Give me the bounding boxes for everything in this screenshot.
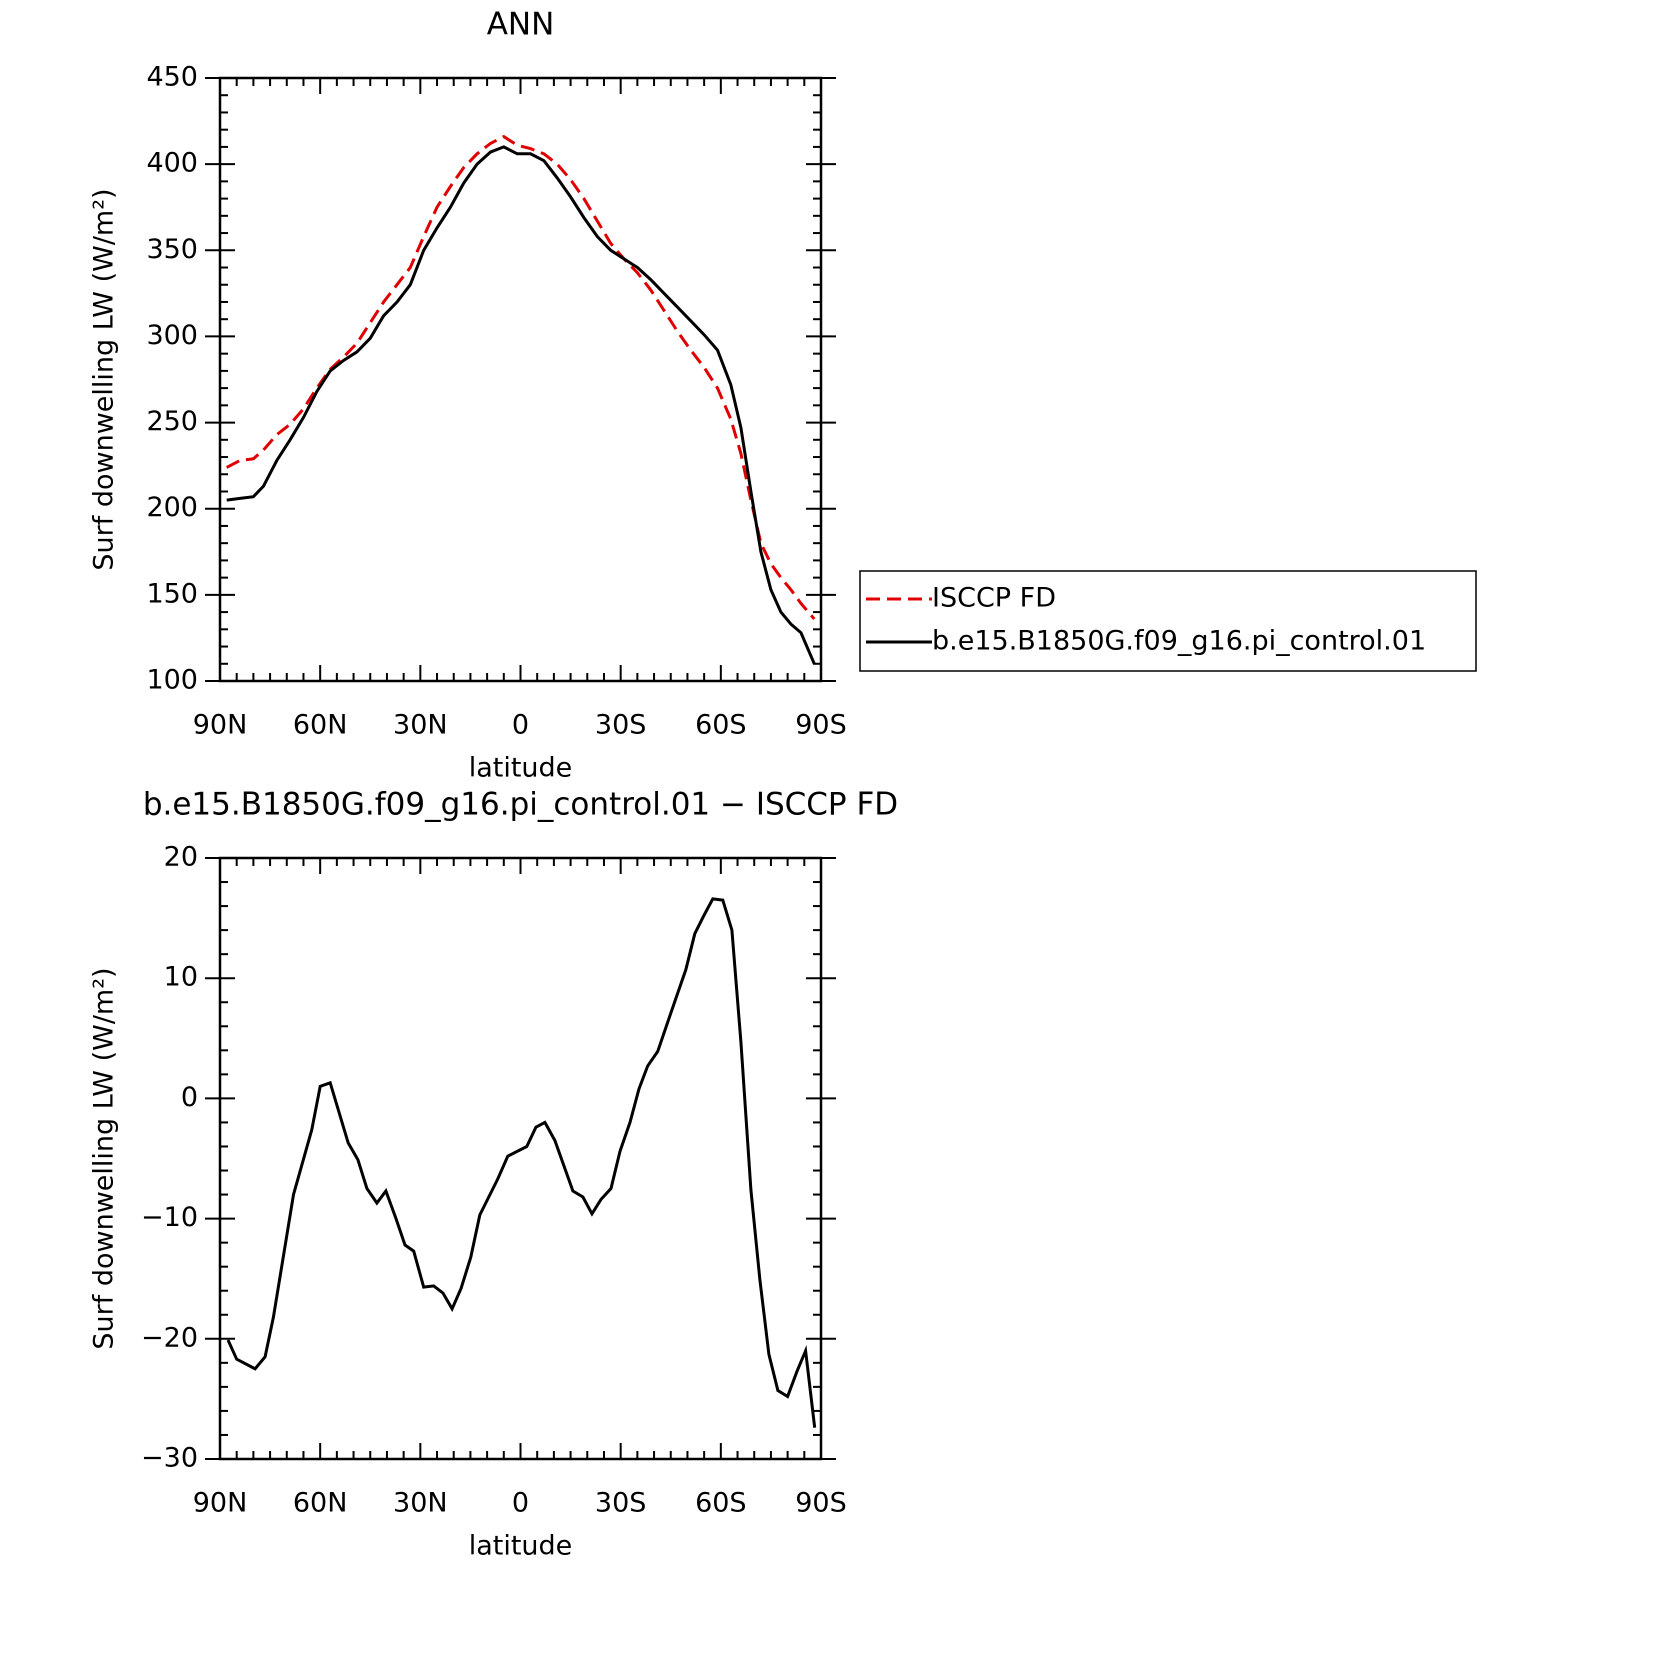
y-axis-label: Surf downwelling LW (W/m²)	[89, 188, 120, 570]
x-tick-label: 60N	[293, 1488, 348, 1519]
legend-box	[859, 570, 1477, 672]
chart-title: ANN	[487, 7, 555, 43]
x-tick-label: 60S	[695, 710, 747, 741]
chart-title: b.e15.B1850G.f09_g16.pi_control.01 − ISC…	[143, 787, 898, 823]
x-tick-label: 60S	[695, 1488, 747, 1519]
y-tick-label: 10	[164, 962, 198, 993]
legend-label: b.e15.B1850G.f09_g16.pi_control.01	[932, 626, 1426, 657]
x-tick-label: 30S	[595, 1488, 647, 1519]
x-axis-label: latitude	[469, 1531, 573, 1562]
y-tick-label: −20	[141, 1322, 198, 1353]
x-tick-label: 60N	[293, 710, 348, 741]
y-axis-label: Surf downwelling LW (W/m²)	[89, 967, 120, 1349]
y-tick-label: 450	[146, 62, 198, 93]
y-tick-label: 100	[146, 665, 198, 696]
y-tick-label: 200	[146, 492, 198, 523]
x-tick-label: 90S	[795, 1488, 847, 1519]
y-tick-label: 150	[146, 578, 198, 609]
x-tick-label: 90N	[193, 710, 248, 741]
y-tick-label: 0	[181, 1082, 198, 1113]
y-tick-label: 350	[146, 234, 198, 265]
y-tick-label: 20	[164, 842, 198, 873]
x-axis-label: latitude	[469, 753, 573, 784]
x-tick-label: 90S	[795, 710, 847, 741]
data-line	[226, 134, 816, 620]
x-tick-label: 30S	[595, 710, 647, 741]
y-tick-label: −10	[141, 1202, 198, 1233]
x-tick-label: 0	[512, 710, 529, 741]
x-tick-label: 30N	[393, 1488, 448, 1519]
x-tick-label: 90N	[193, 1488, 248, 1519]
y-tick-label: −30	[141, 1443, 198, 1474]
y-tick-label: 300	[146, 320, 198, 351]
chart-panel: ANN latitude Surf downwelling LW (W/m²) 100…	[89, 7, 1477, 784]
y-tick-label: 400	[146, 148, 198, 179]
x-tick-label: 0	[512, 1488, 529, 1519]
y-tick-label: 250	[146, 406, 198, 437]
x-tick-label: 30N	[393, 710, 448, 741]
legend-label: ISCCP FD	[932, 583, 1056, 614]
data-line	[226, 897, 817, 1428]
data-line	[226, 145, 816, 665]
chart-panel: b.e15.B1850G.f09_g16.pi_control.01 − ISC…	[89, 787, 899, 1562]
plot-frame	[218, 856, 823, 1461]
plot-frame	[218, 76, 823, 683]
